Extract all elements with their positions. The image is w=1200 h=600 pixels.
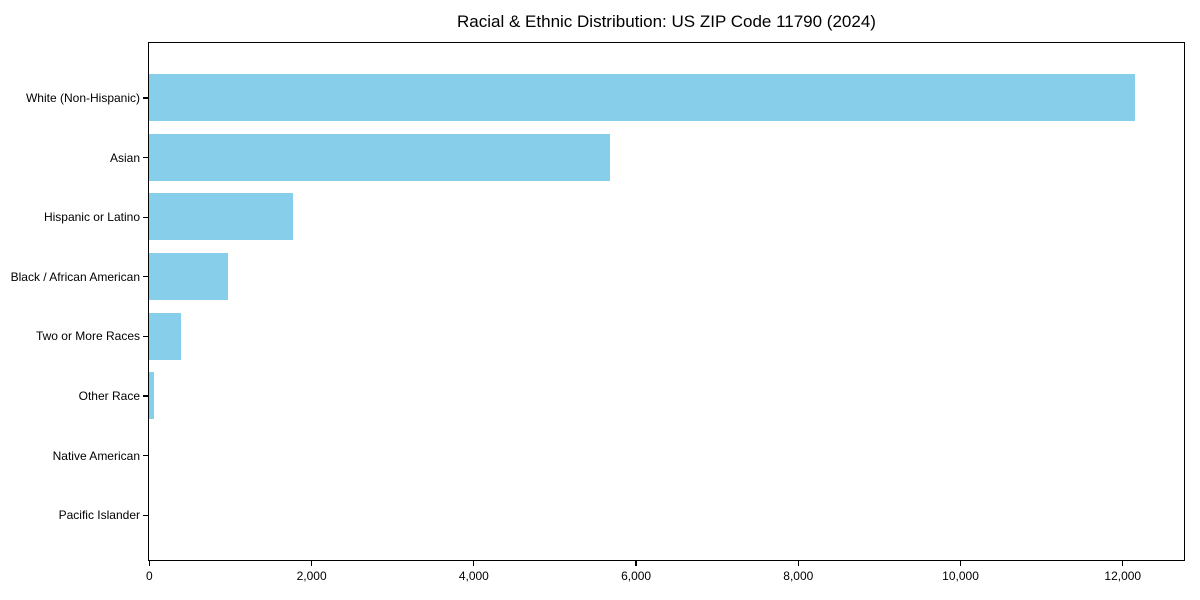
x-tick-label: 8,000 <box>783 569 814 583</box>
x-tick-label: 2,000 <box>296 569 327 583</box>
bar-black-african-american <box>149 252 228 300</box>
y-tick-mark <box>143 97 148 99</box>
y-tick-label: Native American <box>52 448 140 463</box>
x-tick-label: 0 <box>146 569 153 583</box>
y-tick-label: Other Race <box>78 389 140 403</box>
y-tick-label: Two or More Races <box>35 329 140 344</box>
y-tick-label: White (Non-Hispanic) <box>25 91 140 105</box>
y-tick-label: Pacific Islander <box>58 508 140 523</box>
x-tick-mark <box>473 561 475 566</box>
bar-two-or-more-races <box>149 312 181 360</box>
plot-area <box>148 42 1185 561</box>
x-tick-mark <box>311 561 313 566</box>
x-tick-label: 12,000 <box>1104 569 1142 583</box>
x-tick-mark <box>797 561 799 566</box>
y-tick-mark <box>143 455 148 457</box>
x-tick-label: 10,000 <box>942 569 979 583</box>
y-tick-mark <box>143 335 148 337</box>
bar-asian <box>149 133 610 181</box>
chart-title: Racial & Ethnic Distribution: US ZIP Cod… <box>457 12 876 31</box>
y-tick-mark <box>143 395 148 397</box>
y-tick-mark <box>143 276 148 278</box>
y-tick-mark <box>143 514 148 516</box>
x-tick-mark <box>635 561 637 566</box>
y-tick-mark <box>143 157 148 159</box>
x-tick-label: 6,000 <box>621 569 652 583</box>
bar-other-race <box>149 372 154 420</box>
y-tick-label: Hispanic or Latino <box>43 210 140 225</box>
y-tick-label: Black / African American <box>10 269 140 284</box>
x-tick-label: 4,000 <box>458 569 489 583</box>
y-tick-label: Asian <box>109 150 140 165</box>
x-tick-mark <box>959 561 962 566</box>
bar-hispanic-or-latino <box>149 193 293 241</box>
y-tick-mark <box>143 216 148 218</box>
x-tick-mark <box>148 561 150 566</box>
x-tick-mark <box>1122 561 1124 566</box>
bar-white-non-hispanic <box>149 74 1135 122</box>
